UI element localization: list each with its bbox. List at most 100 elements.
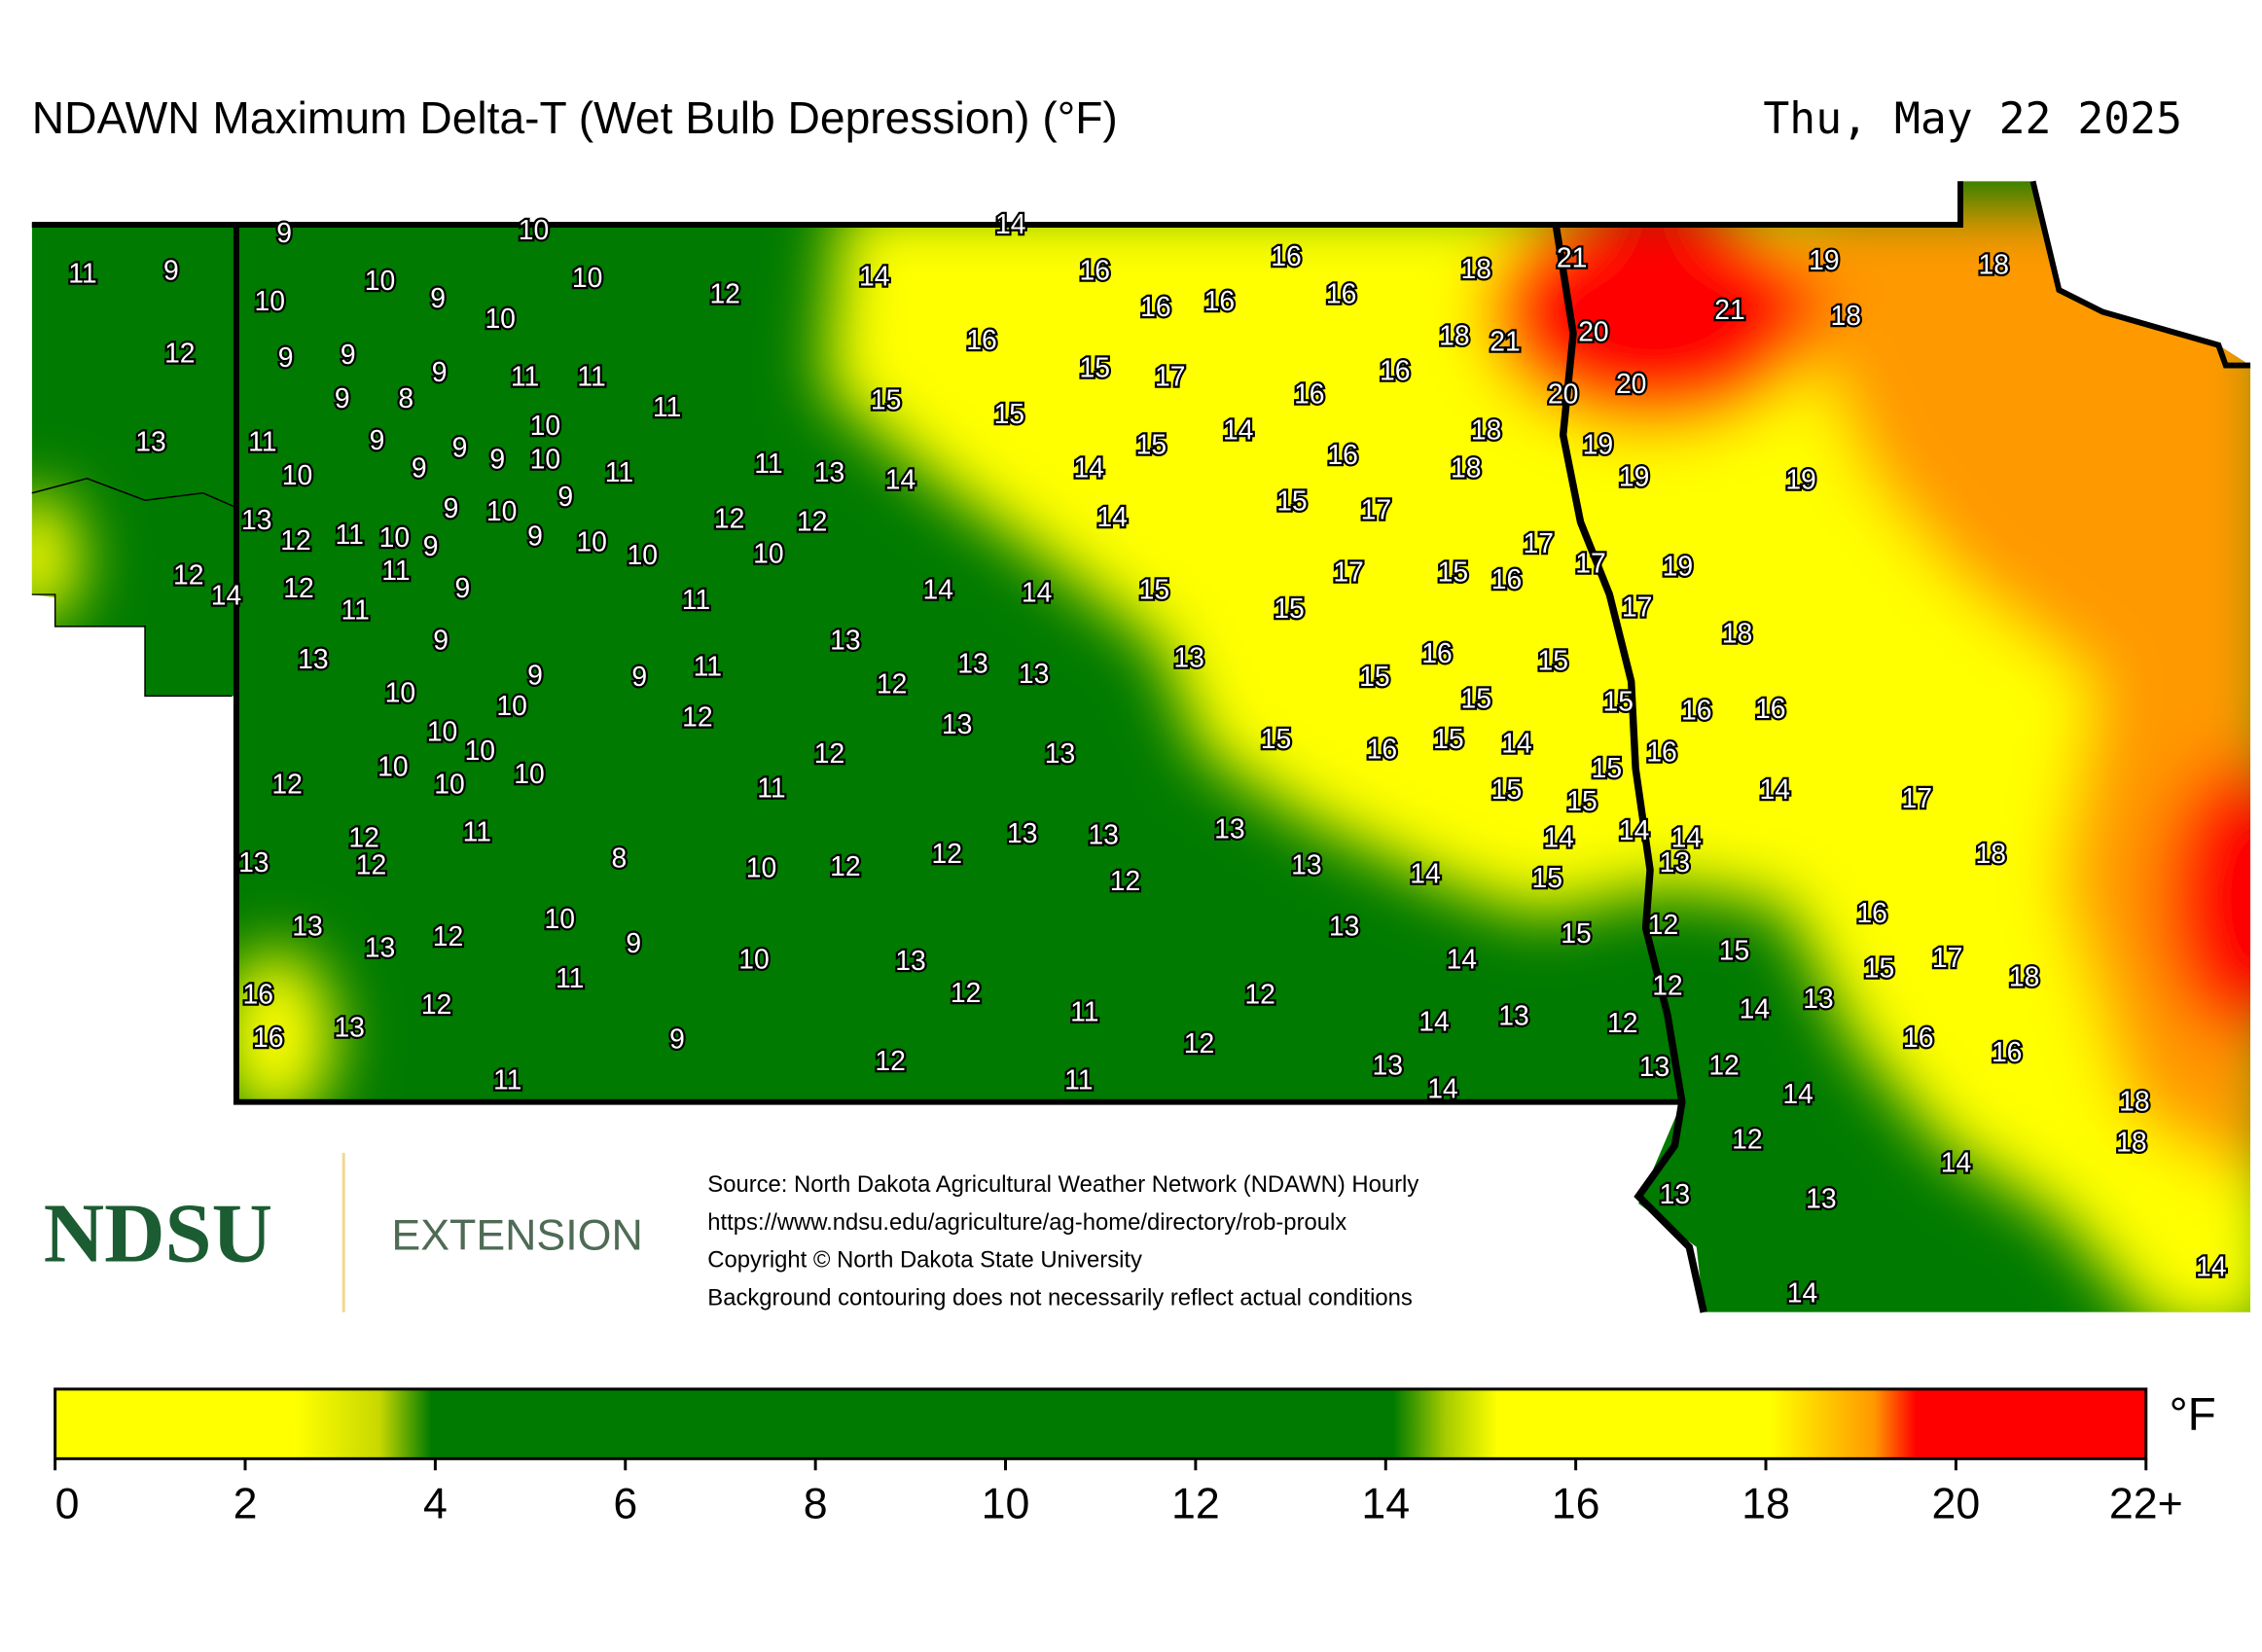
station-value: 13 xyxy=(1291,849,1321,880)
station-value: 13 xyxy=(1806,1183,1836,1214)
station-value: 15 xyxy=(1864,952,1894,984)
station-value: 15 xyxy=(994,398,1024,429)
station-value: 14 xyxy=(1671,821,1702,852)
station-value: 9 xyxy=(412,451,427,483)
station-value: 15 xyxy=(1276,485,1307,517)
station-value: 11 xyxy=(1070,995,1098,1026)
station-value: 14 xyxy=(885,463,916,494)
station-value: 16 xyxy=(243,978,273,1009)
station-value: 15 xyxy=(1460,682,1490,713)
station-value: 14 xyxy=(1501,728,1531,759)
station-value: 14 xyxy=(1543,821,1573,852)
station-value: 14 xyxy=(1418,1006,1449,1037)
station-value: 12 xyxy=(1244,978,1275,1009)
logo: NDSU EXTENSION xyxy=(44,1152,643,1312)
station-value: 17 xyxy=(1902,782,1932,813)
station-value: 15 xyxy=(1438,557,1468,588)
station-value: 13 xyxy=(895,945,925,976)
station-value: 16 xyxy=(1681,694,1711,725)
station-value: 18 xyxy=(1831,300,1861,331)
station-value: 12 xyxy=(173,559,203,591)
station-value: 14 xyxy=(1787,1276,1817,1308)
map-date: Thu, May 22 2025 xyxy=(1763,92,2182,144)
station-value: 10 xyxy=(530,443,560,474)
station-value: 19 xyxy=(1663,551,1693,582)
station-value: 11 xyxy=(381,555,410,586)
tick-label: 14 xyxy=(1361,1480,1410,1527)
station-value: 18 xyxy=(1439,320,1469,351)
station-value: 20 xyxy=(1578,315,1608,346)
station-value: 14 xyxy=(1427,1072,1457,1103)
station-value: 16 xyxy=(1380,355,1410,386)
station-value: 9 xyxy=(370,424,385,455)
tick-label: 2 xyxy=(233,1480,258,1527)
station-value: 17 xyxy=(1155,360,1185,391)
station-value: 12 xyxy=(714,503,744,534)
station-value: 15 xyxy=(1136,429,1167,460)
station-value: 10 xyxy=(496,690,526,721)
station-value: 9 xyxy=(489,443,505,474)
station-value: 13 xyxy=(292,910,322,941)
station-value: 13 xyxy=(957,648,987,679)
station-value: 17 xyxy=(1524,527,1554,558)
station-value: 10 xyxy=(465,735,495,766)
station-value: 16 xyxy=(1327,439,1357,470)
source-line: Copyright © North Dakota State Universit… xyxy=(707,1247,1142,1274)
station-value: 16 xyxy=(253,1022,283,1053)
station-value: 15 xyxy=(1592,752,1622,783)
station-value: 14 xyxy=(1759,773,1789,805)
station-value: 17 xyxy=(1575,548,1605,579)
station-value: 9 xyxy=(423,530,439,561)
station-value: 13 xyxy=(1660,846,1690,878)
tick-label: 0 xyxy=(55,1480,80,1527)
station-value: 13 xyxy=(365,932,395,963)
station-value: 11 xyxy=(682,584,710,615)
station-value: 9 xyxy=(430,282,446,313)
station-value: 16 xyxy=(1294,377,1324,409)
station-value: 10 xyxy=(545,903,575,934)
station-value: 12 xyxy=(421,988,451,1020)
map-title: NDAWN Maximum Delta-T (Wet Bulb Depressi… xyxy=(32,92,1118,143)
source-line: Background contouring does not necessari… xyxy=(707,1284,1413,1311)
station-value: 14 xyxy=(1096,501,1127,532)
station-value: 12 xyxy=(271,768,302,799)
station-value: 21 xyxy=(1557,241,1587,272)
station-value: 9 xyxy=(669,1024,685,1055)
station-value: 15 xyxy=(1566,785,1597,816)
station-value: 12 xyxy=(709,278,739,309)
station-value: 16 xyxy=(1079,255,1109,286)
station-value: 15 xyxy=(1433,723,1463,754)
station-value: 14 xyxy=(1223,414,1253,446)
station-value: 15 xyxy=(1719,935,1749,966)
station-value: 11 xyxy=(754,448,782,479)
tick-label: 22+ xyxy=(2109,1480,2183,1527)
station-value: 12 xyxy=(356,849,386,880)
logo-name: NDSU xyxy=(44,1187,272,1280)
station-value: 20 xyxy=(1616,368,1646,399)
station-value: 13 xyxy=(1498,1000,1528,1031)
station-value: 19 xyxy=(1619,460,1649,491)
station-value: 10 xyxy=(434,768,464,799)
station-value: 20 xyxy=(1548,377,1578,409)
station-value: 11 xyxy=(605,456,633,487)
station-value: 9 xyxy=(452,432,468,463)
station-value: 10 xyxy=(485,303,515,334)
station-value: 17 xyxy=(1932,942,1962,973)
station-value: 11 xyxy=(757,772,785,804)
source-line: Source: North Dakota Agricultural Weathe… xyxy=(707,1171,1418,1198)
station-value: 12 xyxy=(875,1045,905,1076)
station-value: 12 xyxy=(1732,1123,1762,1154)
station-value: 15 xyxy=(871,383,901,414)
station-value: 11 xyxy=(653,391,681,422)
station-value: 10 xyxy=(377,750,408,781)
station-value: 13 xyxy=(830,625,860,656)
station-value: 12 xyxy=(931,838,961,869)
station-value: 11 xyxy=(511,360,539,391)
station-value: 13 xyxy=(1019,658,1049,689)
station-value: 18 xyxy=(1722,617,1752,648)
station-value: 12 xyxy=(1708,1049,1739,1080)
station-value: 15 xyxy=(1561,917,1591,949)
borders xyxy=(31,180,2251,1313)
